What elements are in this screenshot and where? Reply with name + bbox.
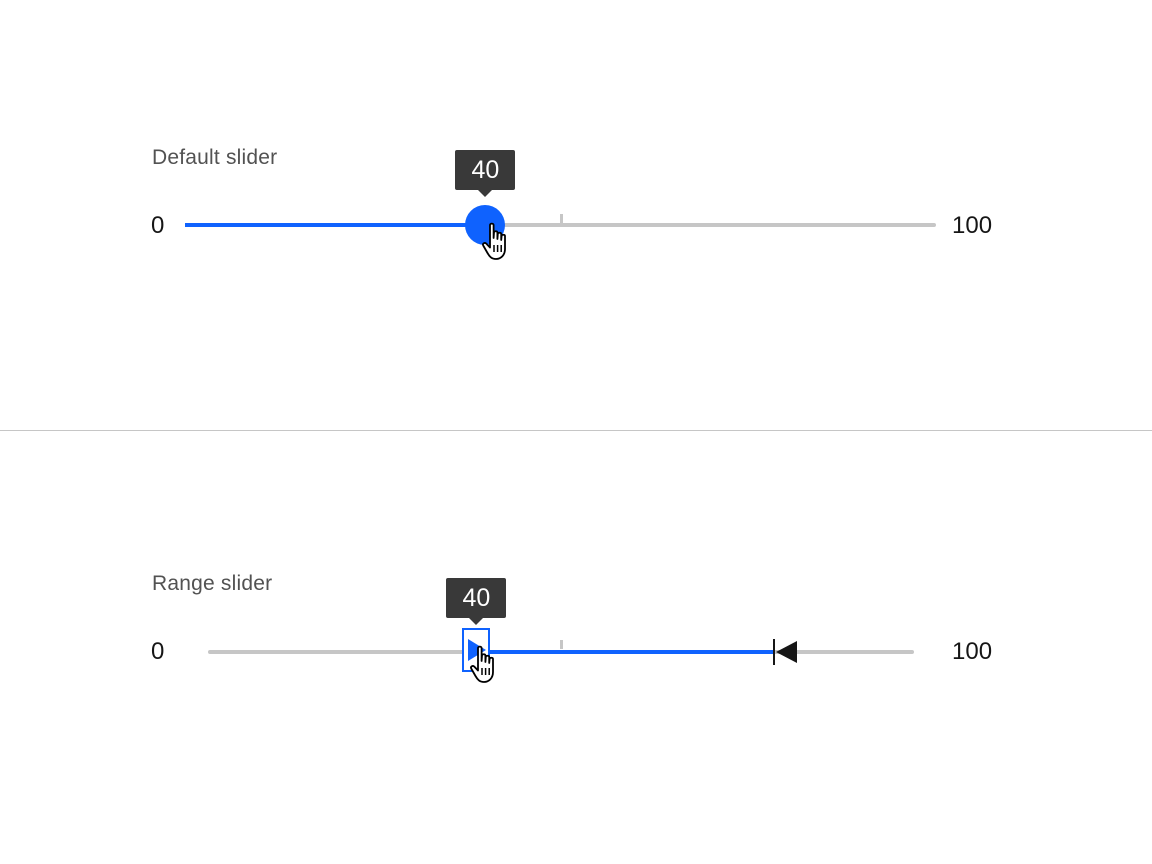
range-slider-max-label: 100 [952, 638, 993, 665]
default-slider-label: Default slider [152, 146, 278, 169]
range-slider-label: Range slider [152, 572, 273, 595]
default-slider-midpoint-tick [559, 214, 563, 223]
range-slider-lower-handle[interactable] [462, 628, 491, 672]
default-slider-filled-track [185, 223, 486, 227]
default-slider-section: Default slider 0 100 40 [0, 0, 1152, 430]
default-slider-min-label: 0 [151, 212, 165, 239]
hand-pointer-icon [482, 222, 507, 260]
range-slider-upper-handle[interactable] [772, 639, 799, 665]
triangle-right-icon [468, 639, 487, 661]
hand-pointer-icon [470, 645, 495, 683]
default-slider-value-tooltip: 40 [455, 150, 516, 197]
default-slider-max-label: 100 [952, 212, 993, 239]
range-slider-value-tooltip: 40 [446, 578, 507, 625]
range-slider-min-label: 0 [151, 638, 165, 665]
default-slider-track[interactable] [185, 223, 936, 227]
range-slider-midpoint-tick [560, 640, 563, 649]
section-divider [0, 430, 1152, 431]
range-slider-filled-track [490, 650, 773, 654]
range-slider-section: Range slider 0 100 40 [0, 431, 1152, 864]
